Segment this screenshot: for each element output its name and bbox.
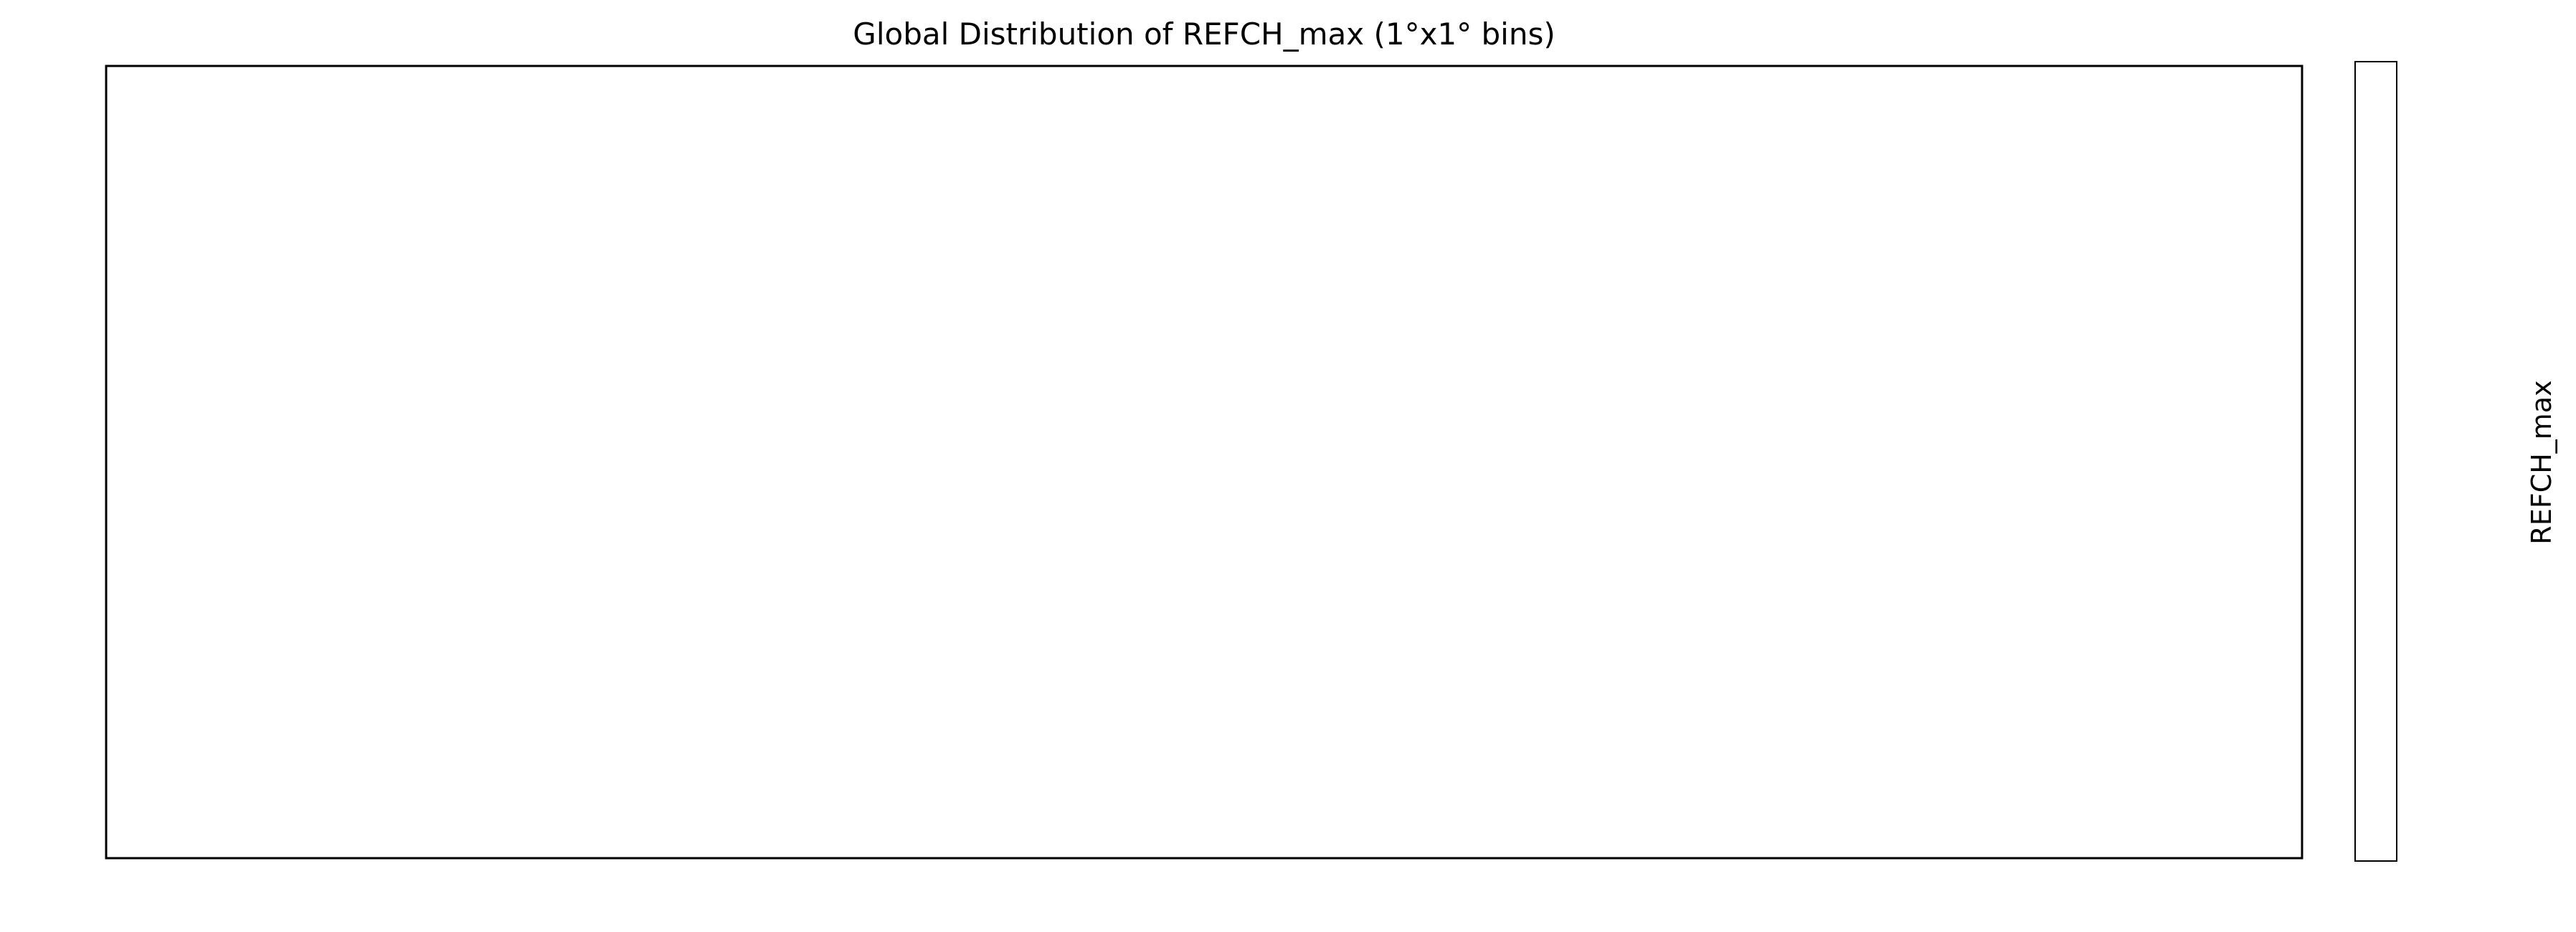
colorbar: REFCH_max bbox=[2354, 61, 2557, 862]
colorbar-bar bbox=[2355, 62, 2397, 861]
chart-title: Global Distribution of REFCH_max (1°x1° … bbox=[853, 16, 1555, 52]
colorbar-label: REFCH_max bbox=[2526, 380, 2557, 544]
map-frame bbox=[105, 65, 2303, 860]
colorbar-frame bbox=[2354, 61, 2397, 862]
